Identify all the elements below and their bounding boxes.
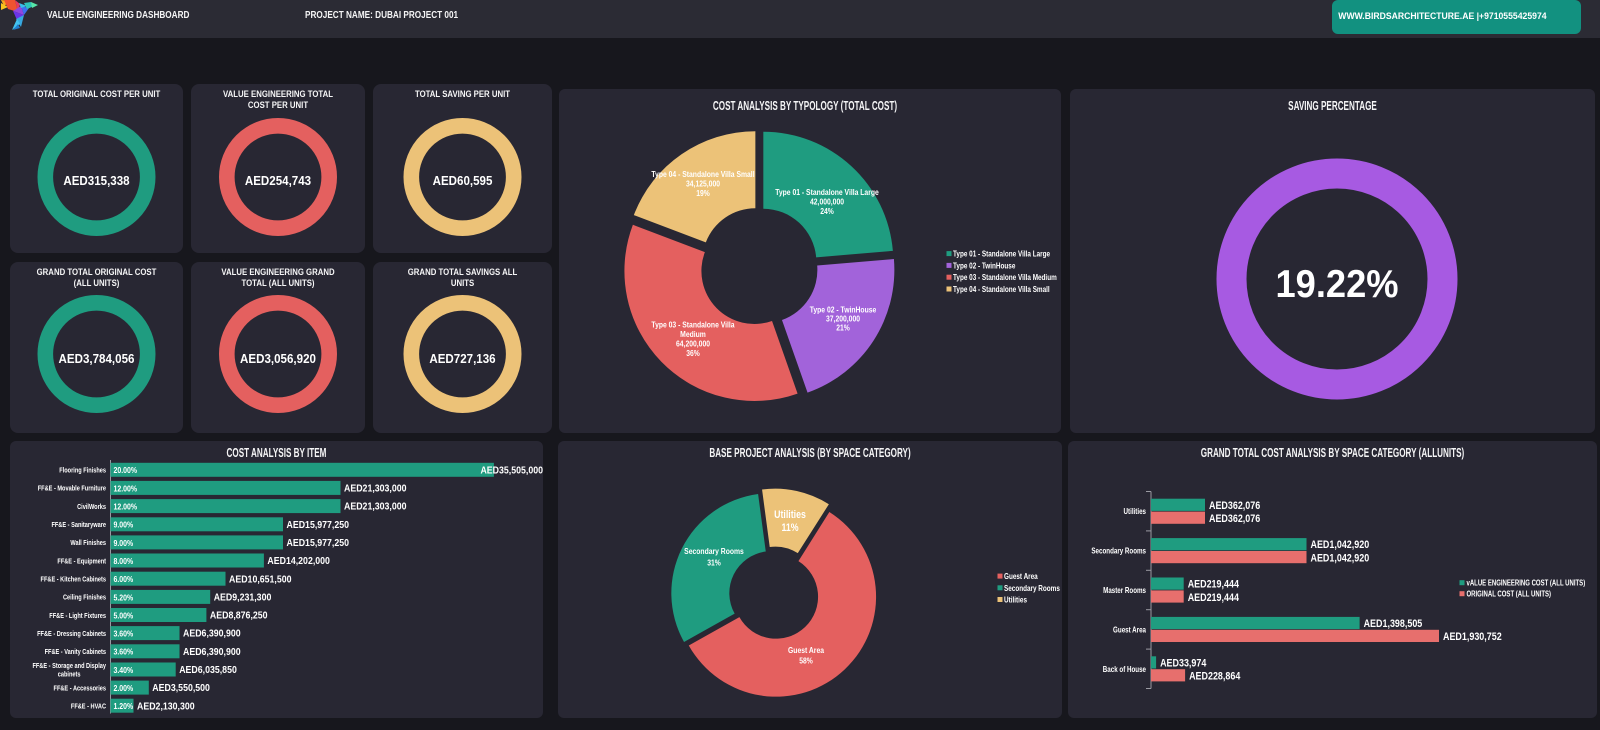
- svg-text:Guest Area: Guest Area: [1004, 571, 1038, 581]
- svg-text:9.00%: 9.00%: [114, 538, 134, 548]
- svg-text:Ceiling Finishes: Ceiling Finishes: [63, 593, 106, 601]
- svg-text:42,000,000: 42,000,000: [810, 197, 844, 207]
- svg-text:FF&E - Accessories: FF&E - Accessories: [54, 684, 107, 692]
- svg-text:Flooring Finishes: Flooring Finishes: [59, 466, 106, 474]
- svg-text:2.00%: 2.00%: [114, 683, 134, 693]
- svg-text:AED15,977,250: AED15,977,250: [287, 536, 350, 548]
- svg-text:FF&E - Vanity Cabinets: FF&E - Vanity Cabinets: [45, 648, 107, 656]
- svg-text:AED3,550,500: AED3,550,500: [152, 681, 210, 693]
- svg-text:Secondary Rooms: Secondary Rooms: [1004, 582, 1060, 592]
- svg-text:AED21,303,000: AED21,303,000: [344, 500, 407, 512]
- svg-text:6.00%: 6.00%: [114, 574, 134, 584]
- svg-text:64,200,000: 64,200,000: [676, 339, 710, 349]
- svg-text:Type 02 - TwinHouse: Type 02 - TwinHouse: [810, 305, 877, 315]
- svg-text:Type 03 - Standalone Villa Med: Type 03 - Standalone Villa Medium: [953, 272, 1057, 282]
- svg-text:37,200,000: 37,200,000: [826, 314, 860, 324]
- svg-text:3.60%: 3.60%: [114, 647, 134, 657]
- svg-text:AED33,974: AED33,974: [1160, 657, 1207, 669]
- svg-text:AED1,042,920: AED1,042,920: [1311, 539, 1370, 551]
- svg-text:cabinets: cabinets: [58, 670, 81, 678]
- svg-text:AED6,390,900: AED6,390,900: [183, 645, 241, 657]
- svg-text:5.20%: 5.20%: [114, 592, 134, 602]
- svg-text:Type 01 - Standalone Villa Lar: Type 01 - Standalone Villa Large: [953, 249, 1050, 259]
- svg-text:58%: 58%: [799, 655, 813, 665]
- svg-text:Guest Area: Guest Area: [1113, 624, 1147, 634]
- svg-text:AED1,398,505: AED1,398,505: [1364, 618, 1423, 630]
- svg-text:FF&E - Movable Furniture: FF&E - Movable Furniture: [38, 485, 107, 493]
- svg-text:Secondary Rooms: Secondary Rooms: [1091, 545, 1146, 555]
- svg-text:CivilWorks: CivilWorks: [77, 503, 106, 511]
- svg-text:AED6,035,850: AED6,035,850: [179, 663, 237, 675]
- svg-text:24%: 24%: [820, 206, 834, 216]
- svg-text:34,125,000: 34,125,000: [686, 179, 720, 189]
- svg-text:Type 02 - TwinHouse: Type 02 - TwinHouse: [953, 260, 1015, 270]
- svg-text:36%: 36%: [686, 348, 700, 358]
- svg-text:3.40%: 3.40%: [114, 665, 134, 675]
- svg-text:21%: 21%: [836, 323, 850, 333]
- svg-text:Master Rooms: Master Rooms: [1103, 585, 1146, 595]
- svg-text:AED219,444: AED219,444: [1188, 591, 1240, 603]
- svg-text:AED35,505,000: AED35,505,000: [480, 463, 543, 475]
- svg-text:AED2,130,300: AED2,130,300: [137, 699, 195, 711]
- svg-text:Type 03 - Standalone Villa: Type 03 - Standalone Villa: [651, 320, 735, 330]
- svg-text:Back of House: Back of House: [1103, 663, 1146, 673]
- svg-text:AED21,303,000: AED21,303,000: [344, 482, 407, 494]
- svg-text:Type 04 - Standalone Villa Sma: Type 04 - Standalone Villa Small: [953, 284, 1050, 294]
- svg-text:FF&E - Sanitaryware: FF&E - Sanitaryware: [51, 521, 106, 529]
- svg-text:3.60%: 3.60%: [114, 628, 134, 638]
- svg-text:FF&E - Dressing Cabinets: FF&E - Dressing Cabinets: [37, 630, 106, 638]
- svg-text:Utilities: Utilities: [774, 509, 806, 521]
- svg-text:FF&E - HVAC: FF&E - HVAC: [71, 702, 106, 710]
- svg-text:9.00%: 9.00%: [114, 519, 134, 529]
- svg-text:Medium: Medium: [680, 329, 706, 339]
- svg-text:AED15,977,250: AED15,977,250: [287, 518, 350, 530]
- svg-text:AED362,076: AED362,076: [1209, 499, 1261, 511]
- svg-text:11%: 11%: [781, 522, 798, 534]
- svg-text:AED9,231,300: AED9,231,300: [214, 590, 272, 602]
- svg-text:1.20%: 1.20%: [114, 701, 134, 711]
- svg-text:AED362,076: AED362,076: [1209, 513, 1261, 525]
- svg-text:Wall Finishes: Wall Finishes: [70, 539, 106, 547]
- svg-text:Type 01 - Standalone Villa Lar: Type 01 - Standalone Villa Large: [775, 187, 879, 197]
- svg-text:Guest Area: Guest Area: [788, 645, 825, 655]
- svg-text:AED8,876,250: AED8,876,250: [210, 609, 268, 621]
- svg-text:FF&E - Storage and Display: FF&E - Storage and Display: [32, 662, 106, 670]
- svg-text:vALUE ENGINEERING COST (ALL U: vALUE ENGINEERING COST (ALL UNITS): [1467, 577, 1586, 587]
- svg-text:5.00%: 5.00%: [114, 610, 134, 620]
- svg-text:12.00%: 12.00%: [114, 501, 138, 511]
- svg-text:31%: 31%: [707, 557, 721, 567]
- svg-text:AED219,444: AED219,444: [1188, 578, 1240, 590]
- svg-text:FF&E - Light Fixtures: FF&E - Light Fixtures: [49, 612, 106, 620]
- svg-text:AED6,390,900: AED6,390,900: [183, 627, 241, 639]
- svg-text:Utilities: Utilities: [1004, 594, 1027, 604]
- svg-text:ORIGINAL COST (ALL UNITS): ORIGINAL COST (ALL UNITS): [1467, 588, 1552, 598]
- svg-text:AED10,651,500: AED10,651,500: [229, 572, 292, 584]
- svg-text:AED1,042,920: AED1,042,920: [1311, 552, 1370, 564]
- svg-text:AED228,864: AED228,864: [1189, 670, 1241, 682]
- svg-text:AED14,202,000: AED14,202,000: [267, 554, 330, 566]
- svg-text:20.00%: 20.00%: [114, 465, 138, 475]
- svg-text:AED1,930,752: AED1,930,752: [1443, 631, 1502, 643]
- svg-text:Secondary Rooms: Secondary Rooms: [684, 546, 744, 556]
- svg-text:19%: 19%: [696, 188, 710, 198]
- svg-text:FF&E - Kitchen Cabinets: FF&E - Kitchen Cabinets: [41, 575, 107, 583]
- svg-text:12.00%: 12.00%: [114, 483, 138, 493]
- svg-text:Utilities: Utilities: [1124, 506, 1146, 516]
- svg-text:Type 04 - Standalone Villa Sma: Type 04 - Standalone Villa Small: [651, 169, 754, 179]
- svg-text:FF&E - Equipment: FF&E - Equipment: [57, 557, 106, 565]
- svg-text:8.00%: 8.00%: [114, 556, 134, 566]
